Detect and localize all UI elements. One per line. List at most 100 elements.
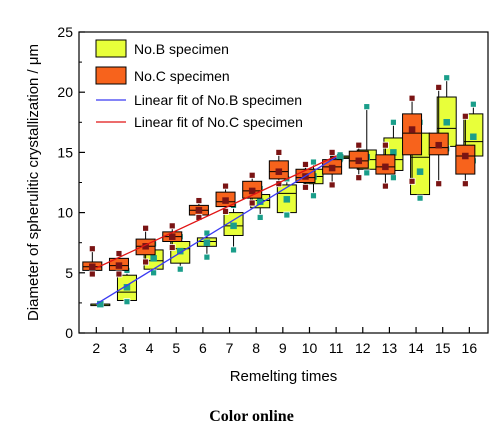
box-12: [348, 141, 369, 182]
fit-line-no-b: [95, 156, 337, 305]
plot-area: 0 5 10 15 20 25 2 3 4 5 6 7 8 9 10 11 12 13 14 15 16 Remeltin…: [25, 24, 489, 385]
mean-marker: [195, 206, 203, 214]
min-marker: [302, 183, 309, 191]
x-tick-label: 6: [199, 340, 207, 356]
x-tick-label: 14: [408, 340, 424, 356]
x-tick-label: 13: [382, 340, 398, 356]
box-6: [188, 197, 209, 221]
box-7: [215, 182, 236, 215]
x-axis-title: Remelting times: [230, 368, 338, 385]
box-8: [242, 171, 263, 207]
max-marker: [248, 171, 256, 179]
legend-swatch-no-c: [95, 66, 127, 85]
min-marker: [168, 244, 176, 251]
max-marker: [168, 222, 176, 230]
y-tick-label: 15: [57, 144, 73, 160]
legend-label-fit-b: Linear fit of No.B specimen: [134, 92, 302, 108]
mean-marker: [89, 263, 96, 271]
mean-marker: [382, 163, 389, 171]
max-marker: [275, 148, 283, 156]
legend: No.B specimen No.C specimen Linear fit of …: [95, 39, 303, 130]
mean-marker: [169, 233, 176, 240]
max-marker: [408, 94, 416, 102]
max-marker: [355, 141, 363, 149]
x-tick-label: 11: [329, 340, 344, 356]
min-marker: [461, 180, 469, 188]
mean-marker: [203, 239, 211, 246]
legend-swatch-no-b: [95, 39, 127, 58]
min-marker: [176, 265, 184, 273]
y-tick-label: 5: [65, 265, 73, 281]
mean-marker: [275, 168, 283, 175]
max-marker: [88, 245, 96, 253]
min-marker: [355, 174, 363, 182]
x-tick-label: 9: [279, 340, 287, 356]
mean-marker: [416, 168, 424, 175]
max-marker: [310, 158, 317, 166]
y-tick-label: 25: [57, 24, 73, 40]
x-tick-label: 10: [302, 340, 318, 356]
box-6: [196, 229, 217, 261]
min-marker: [123, 298, 131, 306]
max-marker: [382, 141, 389, 149]
min-marker: [230, 246, 237, 254]
box-13: [375, 141, 396, 190]
y-tick-label: 20: [57, 84, 73, 100]
box-15: [428, 83, 449, 188]
max-marker: [302, 161, 309, 168]
mean-marker: [115, 262, 123, 269]
box-3: [108, 250, 129, 278]
legend-label-no-c: No.C specimen: [134, 68, 230, 84]
series-no-c: [82, 83, 476, 278]
box-body: [455, 144, 476, 175]
x-tick-label: 3: [119, 340, 127, 356]
mean-marker: [462, 152, 469, 160]
mean-marker: [150, 255, 157, 262]
max-marker: [222, 182, 229, 190]
box-14: [402, 94, 423, 185]
y-tick-label: 0: [65, 325, 73, 341]
min-marker: [115, 270, 123, 278]
min-marker: [283, 211, 291, 219]
max-marker: [363, 103, 371, 111]
x-tick-label: 7: [226, 340, 234, 356]
fit-line-no-c: [96, 155, 337, 269]
min-marker: [408, 177, 416, 185]
max-marker: [390, 118, 397, 126]
min-marker: [142, 258, 150, 266]
min-marker: [390, 174, 397, 182]
mean-marker: [283, 196, 291, 203]
x-tick-label: 8: [252, 340, 260, 356]
mean-marker: [355, 157, 363, 165]
min-marker: [363, 169, 371, 177]
max-marker: [142, 224, 150, 232]
mean-marker: [435, 141, 442, 149]
min-marker: [150, 269, 158, 277]
y-tick-label: 10: [57, 205, 73, 221]
mean-marker: [328, 164, 336, 172]
y-axis-title: Diameter of spherulitic crystallization …: [25, 44, 42, 321]
mean-marker: [443, 119, 450, 126]
max-marker: [469, 100, 477, 108]
min-marker: [248, 199, 256, 207]
max-marker: [195, 197, 203, 204]
box-9: [268, 148, 289, 188]
min-marker: [203, 253, 211, 261]
min-marker: [222, 207, 229, 215]
box-16: [455, 112, 476, 188]
x-tick-label: 4: [146, 340, 154, 356]
box-2: [82, 245, 103, 278]
mean-marker: [408, 126, 416, 133]
box-body: [402, 113, 423, 156]
legend-label-fit-c: Linear fit of No.C specimen: [134, 114, 303, 130]
caption: Color online: [209, 408, 294, 425]
min-marker: [435, 180, 443, 188]
min-marker: [382, 182, 389, 190]
box-3: [116, 266, 137, 306]
max-marker: [443, 74, 451, 82]
x-tick-label: 16: [462, 340, 478, 356]
min-marker: [310, 192, 317, 200]
max-marker: [328, 148, 336, 156]
x-tick-label: 2: [92, 340, 100, 356]
